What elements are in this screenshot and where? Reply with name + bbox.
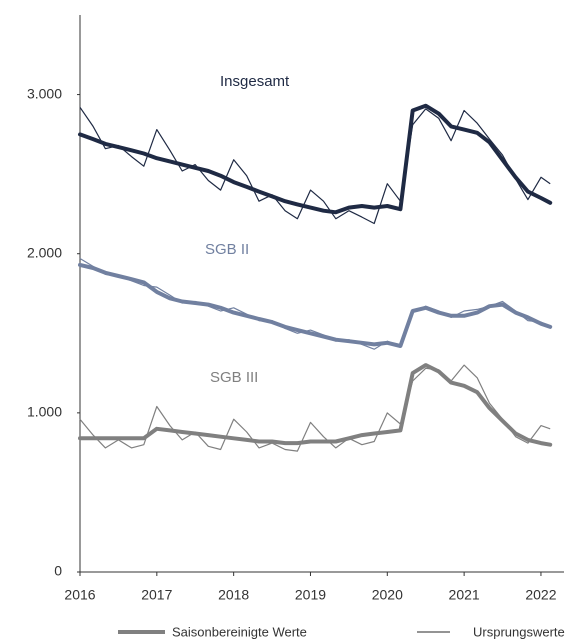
seasonal-line: [78, 103, 553, 215]
x-tick-label: 2022: [525, 587, 556, 603]
original-line: [79, 257, 551, 350]
series-label: SGB II: [205, 241, 249, 258]
seasonal-line: [78, 262, 553, 348]
x-tick-label: 2016: [64, 587, 95, 603]
x-tick-label: 2018: [218, 587, 249, 603]
seasonal-line: [78, 363, 553, 447]
legend-label: Saisonbereinigte Werte: [172, 624, 307, 639]
x-tick-label: 2019: [295, 587, 326, 603]
legend: Saisonbereinigte Werte Ursprungswerte: [118, 624, 565, 639]
y-tick-label: 1.000: [27, 404, 62, 420]
x-tick-label: 2020: [372, 587, 403, 603]
series-label: SGB III: [210, 369, 258, 386]
y-tick-label: 3.000: [27, 85, 62, 101]
y-tick-label: 2.000: [27, 244, 62, 260]
x-tick-label: 2017: [141, 587, 172, 603]
legend-label: Ursprungswerte: [473, 624, 565, 639]
original-line: [79, 106, 551, 225]
series-label: Insgesamt: [220, 73, 290, 90]
x-tick-label: 2021: [449, 587, 480, 603]
original-line: [79, 364, 551, 452]
y-tick-label: 0: [54, 563, 62, 579]
